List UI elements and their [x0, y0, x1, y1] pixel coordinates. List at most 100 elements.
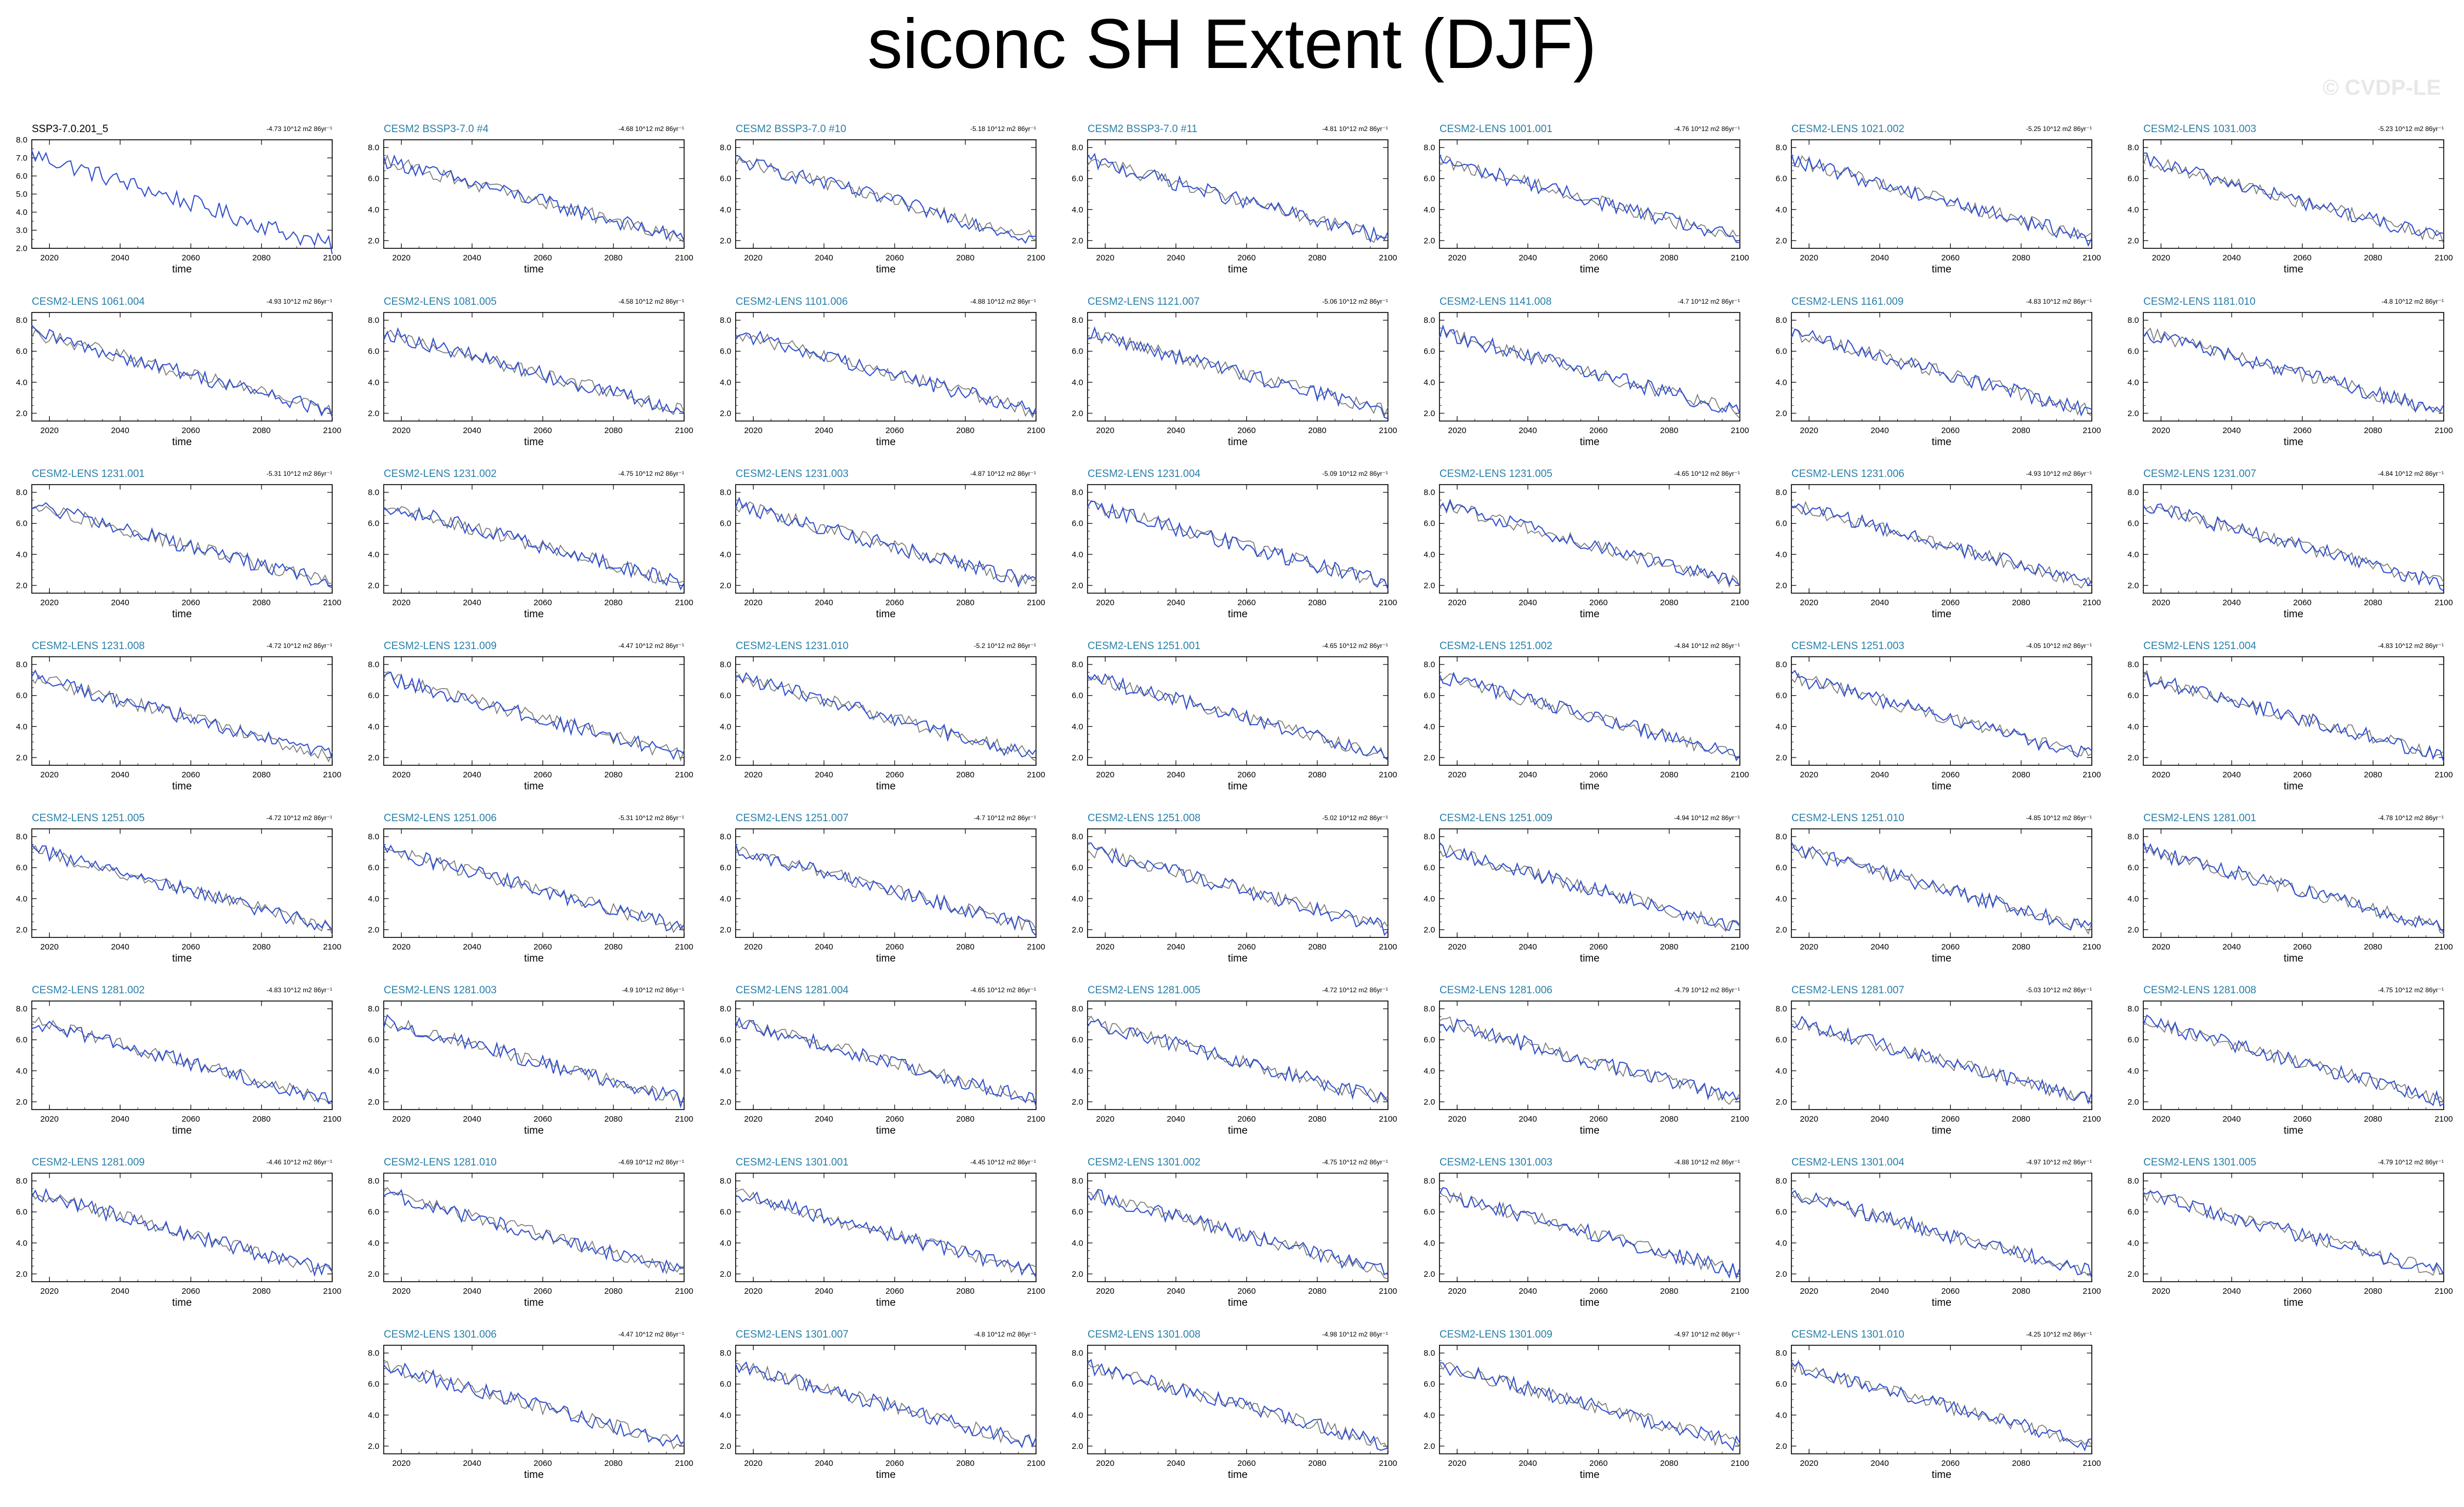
y-tick-label: 4.0: [368, 722, 379, 731]
x-tick-label: 2020: [744, 1114, 762, 1124]
x-tick-label: 2080: [2012, 770, 2030, 780]
x-axis-label: time: [876, 781, 896, 792]
series-line: [2143, 1014, 2444, 1107]
figure-title: siconc SH Extent (DJF): [867, 5, 1597, 83]
y-tick-label: 4.0: [720, 205, 731, 214]
panel-trend: -4.84 10^12 m2 86yr⁻¹: [1674, 642, 1740, 650]
x-tick-label: 2020: [41, 253, 59, 263]
x-tick-label: 2100: [675, 598, 693, 607]
panel-trend: -5.02 10^12 m2 86yr⁻¹: [1322, 814, 1388, 822]
y-tick-label: 2.0: [1072, 925, 1083, 935]
ensemble-line: [1087, 1015, 1389, 1105]
y-tick-label: 4.0: [1424, 1238, 1435, 1248]
x-tick-label: 2080: [2012, 1459, 2030, 1468]
x-axis-label: time: [1228, 953, 1248, 964]
x-tick-label: 2020: [392, 942, 411, 952]
x-tick-label: 2060: [533, 1459, 551, 1468]
x-tick-label: 2040: [111, 426, 129, 435]
x-tick-label: 2040: [1518, 1287, 1537, 1296]
y-tick-label: 6.0: [368, 1380, 379, 1389]
y-tick-label: 6.0: [2127, 174, 2139, 184]
y-tick-label: 6.0: [1424, 1380, 1435, 1389]
panel-trend: -4.83 10^12 m2 86yr⁻¹: [266, 986, 332, 994]
ensemble-line: [1439, 1362, 1740, 1448]
ensemble-line: [735, 1019, 1037, 1102]
x-tick-label: 2020: [392, 598, 411, 607]
y-tick-label: 4.0: [2127, 550, 2139, 559]
ensemble-line: [1087, 674, 1389, 759]
x-tick-label: 2040: [2222, 1114, 2240, 1124]
ensemble-line: [1087, 500, 1389, 590]
y-tick-label: 2.0: [1072, 1097, 1083, 1107]
y-tick-label: 4.0: [1776, 1238, 1787, 1248]
x-tick-label: 2040: [1166, 770, 1185, 780]
x-tick-label: 2060: [885, 1114, 903, 1124]
y-tick-label: 2.0: [368, 1270, 379, 1279]
ensemble-line: [383, 1019, 685, 1103]
ensemble-line: [383, 1186, 685, 1275]
y-tick-label: 3.0: [16, 226, 27, 235]
y-tick-label: 2.0: [16, 581, 27, 590]
y-tick-label: 2.0: [1424, 409, 1435, 418]
y-tick-label: 2.0: [368, 753, 379, 763]
y-tick-label: 2.0: [1072, 1270, 1083, 1279]
series-line: [735, 330, 1037, 416]
panel-trend: -5.2 10^12 m2 86yr⁻¹: [974, 642, 1036, 650]
y-tick-label: 2.0: [368, 409, 379, 418]
x-tick-label: 2060: [2293, 1114, 2311, 1124]
ensemble-line: [1087, 331, 1389, 418]
panel-frame: [1791, 139, 2092, 249]
x-axis-label: time: [2284, 264, 2303, 275]
panel-14: CESM2-LENS 1181.010 -4.8 10^12 m2 86yr⁻¹ 2…: [2127, 296, 2453, 448]
x-tick-label: 2080: [1308, 253, 1326, 263]
y-tick-label: 4.0: [1776, 205, 1787, 214]
x-tick-label: 2040: [1870, 942, 1888, 952]
panel-trend: -4.65 10^12 m2 86yr⁻¹: [970, 986, 1036, 994]
x-tick-label: 2040: [1166, 426, 1185, 435]
y-tick-label: 4.0: [368, 1411, 379, 1420]
x-axis-label: time: [1932, 1469, 1951, 1481]
x-axis-label: time: [1228, 781, 1248, 792]
x-tick-label: 2040: [815, 1287, 833, 1296]
panel-38: CESM2-LENS 1281.004 -4.65 10^12 m2 86yr⁻¹…: [720, 985, 1045, 1136]
y-tick-label: 8.0: [1424, 488, 1435, 497]
x-tick-label: 2100: [1379, 1287, 1397, 1296]
panel-51: CESM2-LENS 1301.007 -4.8 10^12 m2 86yr⁻¹ 2…: [720, 1329, 1045, 1481]
x-tick-label: 2040: [2222, 598, 2240, 607]
y-tick-label: 6.0: [2127, 863, 2139, 873]
panel-name: CESM2-LENS 1081.005: [384, 296, 497, 308]
panel-trend: -4.05 10^12 m2 86yr⁻¹: [2026, 642, 2092, 650]
panel-41: CESM2-LENS 1281.007 -5.03 10^12 m2 86yr⁻¹…: [1776, 985, 2101, 1136]
panel-18: CESM2-LENS 1231.004 -5.09 10^12 m2 86yr⁻¹…: [1072, 468, 1397, 620]
y-tick-label: 2.0: [1776, 1270, 1787, 1279]
y-tick-label: 6.0: [1776, 519, 1787, 528]
panel-frame: [1087, 828, 1389, 938]
y-tick-label: 8.0: [1072, 1004, 1083, 1014]
x-axis-label: time: [2284, 436, 2303, 448]
x-axis-label: time: [2284, 1125, 2303, 1136]
x-tick-label: 2040: [463, 942, 481, 952]
panel-name: CESM2-LENS 1161.009: [1791, 296, 1904, 308]
panel-name: CESM2-LENS 1281.010: [384, 1157, 497, 1168]
x-tick-label: 2020: [41, 942, 59, 952]
ensemble-line: [1439, 844, 1740, 932]
panel-frame: [383, 1173, 685, 1282]
x-tick-label: 2040: [2222, 253, 2240, 263]
panel-21: CESM2-LENS 1231.007 -4.84 10^12 m2 86yr⁻¹…: [2127, 468, 2453, 620]
panel-trend: -4.68 10^12 m2 86yr⁻¹: [618, 125, 684, 133]
y-tick-label: 8.0: [16, 1176, 27, 1186]
series-line: [1087, 1188, 1389, 1276]
x-tick-label: 2060: [181, 426, 200, 435]
y-tick-label: 6.0: [1776, 174, 1787, 184]
x-axis-label: time: [524, 1469, 544, 1481]
ensemble-line: [31, 845, 333, 935]
panel-name: CESM2-LENS 1281.008: [2143, 985, 2256, 996]
panel-name: CESM2-LENS 1231.008: [32, 640, 145, 652]
x-tick-label: 2060: [1237, 942, 1255, 952]
panel-trend: -4.7 10^12 m2 86yr⁻¹: [1678, 298, 1740, 305]
panel-46: CESM2-LENS 1301.002 -4.75 10^12 m2 86yr⁻¹…: [1072, 1157, 1397, 1309]
panel-trend: -5.09 10^12 m2 86yr⁻¹: [1322, 470, 1388, 477]
x-tick-label: 2080: [604, 770, 622, 780]
x-axis-label: time: [524, 953, 544, 964]
x-axis-label: time: [1580, 781, 1600, 792]
